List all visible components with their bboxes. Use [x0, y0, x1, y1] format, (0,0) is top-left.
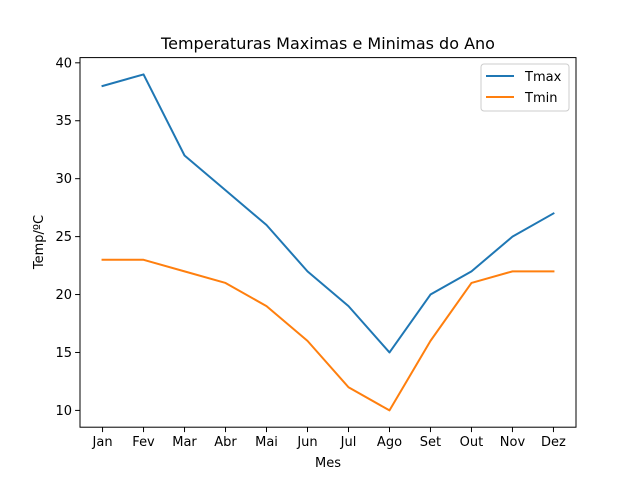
- plot-area: [101, 73, 555, 412]
- y-tick-label: 10: [55, 404, 72, 419]
- y-tick-label: 25: [55, 230, 72, 245]
- y-axis-label: Temp/ºC: [32, 215, 47, 270]
- x-tick-label: Set: [420, 435, 441, 450]
- x-tick-label: Jul: [340, 435, 357, 450]
- y-tick-label: 35: [55, 114, 72, 129]
- y-tick-label: 20: [55, 288, 72, 303]
- y-tick-label: 40: [55, 56, 72, 71]
- x-tick-label: Mai: [255, 435, 278, 450]
- series-line-tmin: [101, 258, 555, 412]
- x-tick-label: Nov: [500, 435, 526, 450]
- x-tick-label: Mar: [172, 435, 197, 450]
- plot-frame: [79, 57, 577, 428]
- chart-title: Temperaturas Maximas e Minimas do Ano: [160, 34, 495, 53]
- series-line-tmax: [101, 73, 555, 354]
- x-tick-label: Jun: [296, 435, 317, 450]
- x-tick-label: Out: [460, 435, 484, 450]
- y-tick-label: 15: [55, 346, 72, 361]
- legend-label-tmin: Tmin: [524, 91, 557, 106]
- x-tick-label: Ago: [377, 435, 402, 450]
- x-tick-label: Dez: [541, 435, 566, 450]
- x-tick-label: Abr: [214, 435, 237, 450]
- legend-label-tmax: Tmax: [524, 70, 562, 85]
- y-tick-label: 30: [55, 172, 72, 187]
- x-tick-label: Fev: [132, 435, 155, 450]
- y-axis: 10 15 20 25 30 35 40: [55, 56, 80, 419]
- x-axis-label: Mes: [315, 456, 341, 471]
- x-tick-label: Jan: [92, 435, 113, 450]
- x-axis: Jan Fev Mar Abr Mai Jun Jul Ago Set Out Nov Dez: [92, 427, 566, 450]
- legend: Tmax Tmin: [480, 63, 570, 112]
